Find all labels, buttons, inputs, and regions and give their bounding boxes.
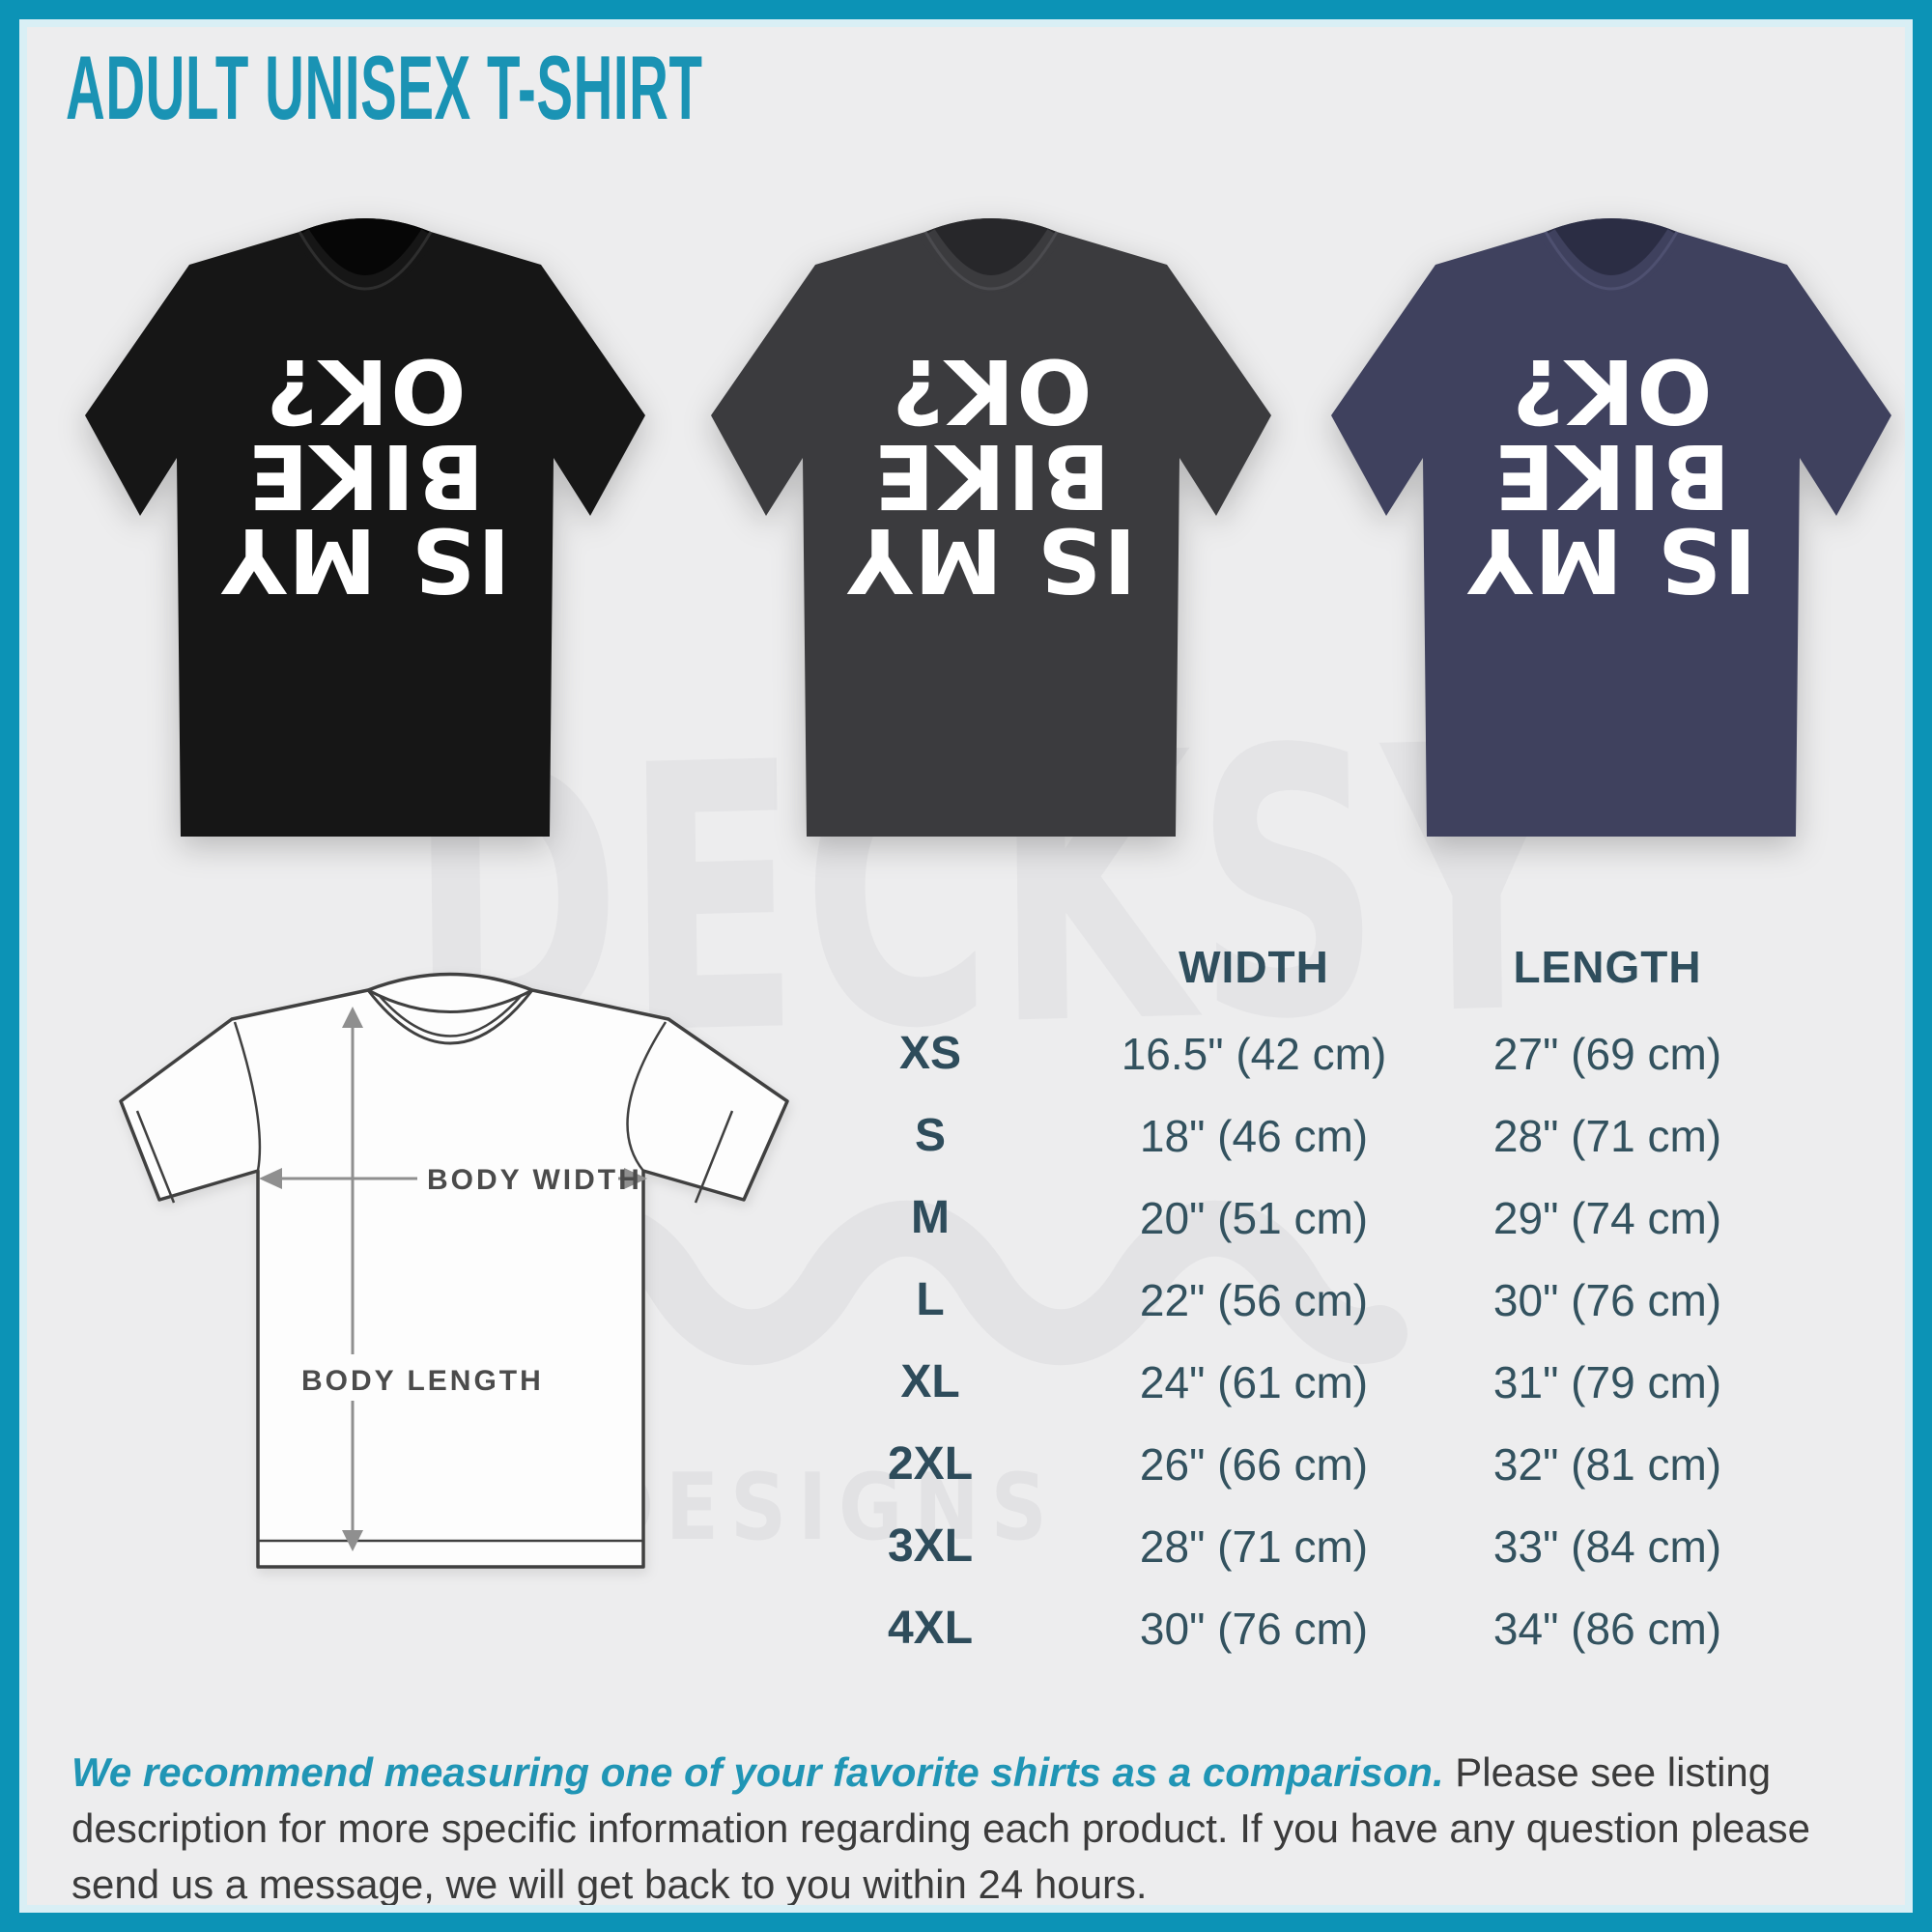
- page-title: ADULT UNISEX T-SHIRT: [66, 37, 703, 138]
- size-chart-table: WIDTH LENGTH XS 16.5" (42 cm) 27" (69 cm…: [819, 930, 1766, 1669]
- print-line: BIKE: [1492, 423, 1731, 527]
- note-rest: Please see listing description for more …: [71, 1749, 1811, 1907]
- shirt-mockup-black: IS MY BIKE OK?: [66, 172, 665, 848]
- watermark-designs-text: DESIGNS: [589, 1455, 1059, 1561]
- table-row-width: 28" (71 cm): [1139, 1520, 1369, 1572]
- table-row-length: 31" (79 cm): [1492, 1356, 1722, 1407]
- measurement-diagram: BODY WIDTH BODY LENGTH: [68, 918, 802, 1599]
- table-row-size: XL: [900, 1356, 960, 1407]
- body-length-label: BODY LENGTH: [301, 1365, 544, 1397]
- tshirt-navy-image: [1331, 218, 1891, 837]
- note-highlight: We recommend measuring one of your favor…: [71, 1749, 1444, 1795]
- shirt-print-upside-down: IS MY BIKE OK?: [692, 339, 1291, 612]
- table-row-length: 28" (71 cm): [1492, 1110, 1722, 1161]
- content-area: DECKSY DESIGNS ADULT UNISEX T-SHIRT IS M…: [19, 19, 1913, 1913]
- table-row-size: S: [914, 1110, 946, 1161]
- tshirt-dark-grey-image: [711, 218, 1271, 837]
- watermark-squiggle: [510, 1200, 1407, 1366]
- table-row-length: 27" (69 cm): [1492, 1028, 1722, 1079]
- print-line: BIKE: [245, 423, 485, 527]
- print-line: OK?: [1510, 339, 1713, 443]
- table-row-width: 18" (46 cm): [1139, 1110, 1369, 1161]
- table-row-length: 33" (84 cm): [1492, 1520, 1722, 1572]
- table-row-width: 30" (76 cm): [1139, 1603, 1369, 1654]
- print-line: IS MY: [219, 508, 511, 612]
- body-width-label: BODY WIDTH: [427, 1164, 642, 1196]
- table-row-width: 20" (51 cm): [1139, 1192, 1369, 1243]
- table-row-width: 22" (56 cm): [1139, 1274, 1369, 1325]
- table-row-length: 34" (86 cm): [1492, 1603, 1722, 1654]
- table-row-size: L: [916, 1274, 945, 1325]
- table-row-length: 30" (76 cm): [1492, 1274, 1722, 1325]
- shirt-print-upside-down: IS MY BIKE OK?: [66, 339, 665, 612]
- column-header-length: LENGTH: [1513, 941, 1702, 992]
- shirt-mockup-dark-grey: IS MY BIKE OK?: [692, 172, 1291, 848]
- table-row-width: 26" (66 cm): [1139, 1438, 1369, 1490]
- print-line: OK?: [890, 339, 1093, 443]
- diagram-tee-outline: [119, 972, 789, 1569]
- print-line: IS MY: [845, 508, 1137, 612]
- column-header-width: WIDTH: [1179, 941, 1329, 992]
- table-row-width: 16.5" (42 cm): [1121, 1028, 1387, 1079]
- table-row-size: XS: [898, 1028, 962, 1079]
- column-header-blank: [819, 930, 1041, 1003]
- table-row-length: 29" (74 cm): [1492, 1192, 1722, 1243]
- print-line: BIKE: [871, 423, 1111, 527]
- shirt-mockup-navy: IS MY BIKE OK?: [1312, 172, 1905, 848]
- table-row-length: 32" (81 cm): [1492, 1438, 1722, 1490]
- footer-note: We recommend measuring one of your favor…: [71, 1745, 1888, 1907]
- table-row-size: 4XL: [887, 1603, 974, 1654]
- tshirt-black-image: [85, 218, 645, 837]
- table-row-size: M: [911, 1192, 950, 1243]
- table-row-size: 3XL: [887, 1520, 974, 1572]
- print-line: OK?: [264, 339, 467, 443]
- shirt-print-upside-down: IS MY BIKE OK?: [1312, 339, 1905, 612]
- table-row-size: 2XL: [887, 1438, 974, 1490]
- print-line: IS MY: [1465, 508, 1757, 612]
- table-row-width: 24" (61 cm): [1139, 1356, 1369, 1407]
